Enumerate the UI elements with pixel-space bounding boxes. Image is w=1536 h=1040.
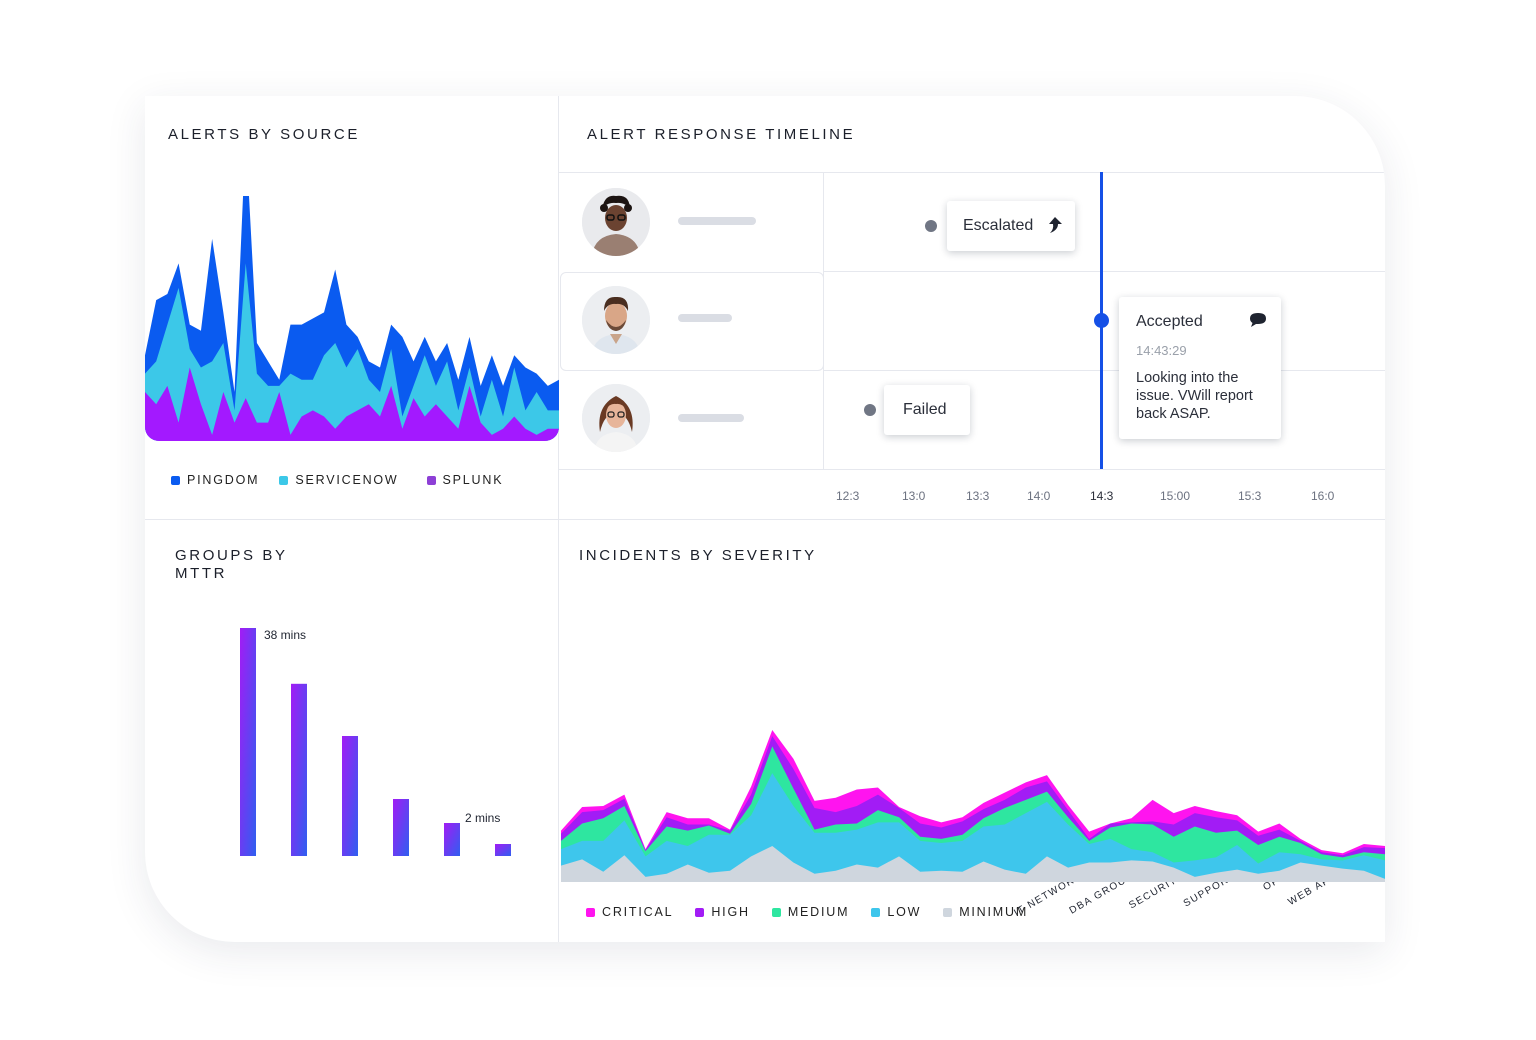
alerts-by-source-chart [145,196,559,441]
area-series-servicenow [145,263,559,441]
servicenow-dot [279,475,289,485]
time-tick-6: 15:00 [1160,489,1191,503]
legend-high-label: HIGH [711,905,750,919]
legend-servicenow: SERVICENOW [279,473,398,487]
person-icon [582,286,650,354]
low-dot [871,907,881,917]
accepted-time: 14:43:29 [1136,343,1187,358]
time-tick-1: 12:3 [836,489,860,503]
high-dot [695,907,705,917]
avatar-user-1[interactable] [582,188,650,256]
legend-splunk: SPLUNK [426,473,504,487]
legend-servicenow-label: SERVICENOW [295,473,399,487]
mttr-bar[interactable] [444,823,460,856]
legend-medium: MEDIUM [771,905,850,919]
mttr-bar[interactable] [495,844,511,856]
legend-low-label: LOW [887,905,922,919]
failed-label: Failed [903,401,947,418]
escalated-event-card[interactable]: Escalated [947,201,1075,251]
alerts-by-source-legend: PINGDOM SERVICENOW SPLUNK [171,473,503,487]
failed-event-dot[interactable] [864,404,876,416]
mttr-bar[interactable] [342,736,358,856]
escalate-arrow-icon [1049,217,1062,233]
minimum-dot [943,907,953,917]
legend-critical: CRITICAL [586,905,673,919]
legend-minimum-label: MINIMUM [959,905,1029,919]
legend-minimum: MINIMUM [943,905,1028,919]
accepted-message: Looking into the issue. VWill report bac… [1136,370,1253,422]
escalated-label: Escalated [963,217,1034,234]
groups-by-mttr-title: GROUPS BY MTTR [175,547,288,582]
time-tick-5: 14:3 [1090,489,1114,503]
incidents-by-severity-title: INCIDENTS BY SEVERITY [579,547,817,564]
dashboard-card: ALERTS BY SOURCE PINGDOM SERVICENOW SPLU… [145,96,1385,942]
legend-low: LOW [871,905,921,919]
accepted-event-dot[interactable] [1094,313,1109,328]
timeline-row-line-3 [823,370,1385,371]
area-series-splunk [145,367,559,441]
accepted-event-card[interactable]: Accepted 14:43:29 Looking into the issue… [1119,297,1281,439]
timeline-row-line-2 [823,271,1385,272]
alerts-by-source-title: ALERTS BY SOURCE [168,126,360,143]
horizontal-divider-right [558,519,1385,520]
splunk-dot [426,475,436,485]
alert-response-timeline-title: ALERT RESPONSE TIMELINE [587,126,856,143]
legend-high: HIGH [695,905,749,919]
timeline-row-line-4 [559,469,1385,470]
time-tick-4: 14:0 [1027,489,1051,503]
legend-pingdom: PINGDOM [171,473,259,487]
comment-icon [1250,313,1266,327]
medium-dot [771,907,781,917]
mttr-bar[interactable] [291,683,307,856]
time-tick-3: 13:3 [966,489,990,503]
legend-pingdom-label: PINGDOM [187,473,260,487]
critical-dot [586,907,595,917]
mttr-min-label: 2 mins [465,811,501,825]
alerts-area-group [145,196,559,441]
incidents-by-severity-legend: CRITICAL HIGH MEDIUM LOW MINIMUM [586,905,1028,919]
groups-by-mttr-chart [240,628,511,856]
mttr-bar[interactable] [240,628,256,856]
pingdom-dot [171,475,180,485]
time-tick-8: 16:0 [1311,489,1335,503]
person-icon [582,384,650,452]
time-tick-2: 13:0 [902,489,926,503]
mttr-bar[interactable] [393,799,409,856]
timeline-row-selected[interactable] [560,272,824,371]
timeline-row-line-1 [559,172,1385,173]
accepted-label: Accepted [1136,313,1203,330]
name-placeholder-user-3 [678,414,744,422]
failed-event-card[interactable]: Failed [884,385,970,435]
legend-critical-label: CRITICAL [602,905,674,919]
area-series-minimum [561,846,1385,882]
person-icon [582,188,650,256]
legend-splunk-label: SPLUNK [442,473,504,487]
avatar-user-2[interactable] [582,286,650,354]
time-tick-7: 15:3 [1238,489,1262,503]
mttr-max-label: 38 mins [264,628,307,642]
name-placeholder-user-1 [678,217,756,225]
legend-medium-label: MEDIUM [787,905,850,919]
incidents-by-severity-chart [561,729,1385,882]
avatar-user-3[interactable] [582,384,650,452]
name-placeholder-user-2 [678,314,732,322]
escalated-event-dot[interactable] [925,220,937,232]
horizontal-divider-left [145,519,558,520]
